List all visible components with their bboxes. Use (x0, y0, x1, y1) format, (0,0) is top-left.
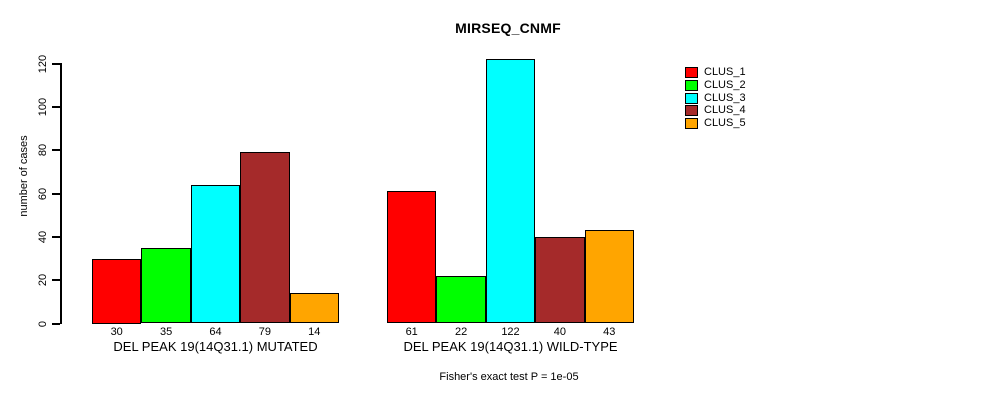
bar-clus_2 (141, 247, 191, 324)
y-tick (52, 149, 60, 152)
bar-clus_4 (535, 236, 585, 324)
legend-entry-label: CLUS_3 (704, 91, 746, 104)
bar-value-label: 43 (603, 326, 616, 338)
y-tick-label: 120 (37, 54, 49, 73)
legend-entry: CLUS_1 (685, 67, 746, 78)
y-axis-line (60, 63, 62, 324)
y-tick (52, 105, 60, 108)
bar-clus_4 (240, 152, 290, 324)
bar-value-label: 61 (405, 326, 418, 338)
x-group-label: DEL PEAK 19(14Q31.1) WILD-TYPE (403, 339, 618, 354)
legend-swatch-icon (685, 118, 698, 130)
bar-clus_5 (289, 293, 339, 324)
legend-entry-label: CLUS_5 (704, 117, 746, 130)
y-tick (52, 192, 60, 195)
bar-value-label: 40 (553, 326, 566, 338)
legend-swatch-icon (685, 67, 698, 78)
bar-value-label: 14 (308, 326, 321, 338)
legend-entry-label: CLUS_1 (704, 66, 746, 78)
y-tick-label: 100 (37, 97, 49, 117)
legend-entry: CLUS_4 (685, 104, 746, 117)
fisher-test-note: Fisher's exact test P = 1e-05 (439, 371, 579, 383)
legend-entry: CLUS_2 (685, 78, 746, 91)
y-tick (52, 235, 60, 238)
y-tick-label: 80 (37, 144, 49, 157)
bar-value-label: 64 (209, 326, 222, 338)
bar-clus_3 (190, 184, 241, 324)
bar-clus_1 (387, 191, 437, 324)
legend: CLUS_1 CLUS_2 CLUS_3 CLUS_4 CLUS_5 (685, 67, 746, 131)
y-tick-label: 40 (37, 230, 49, 243)
legend-entry: CLUS_3 (685, 91, 746, 104)
y-tick-label: 60 (37, 187, 49, 200)
bar-clus_1 (92, 258, 142, 324)
bar-value-label: 79 (258, 326, 271, 338)
bar-value-label: 122 (501, 326, 520, 338)
bar-value-label: 35 (159, 326, 173, 338)
legend-swatch-icon (685, 92, 698, 104)
bar-clus_5 (584, 230, 634, 324)
legend-entry: CLUS_5 (685, 117, 746, 130)
y-tick-label: 0 (37, 320, 49, 327)
y-tick (52, 322, 60, 325)
y-tick (52, 279, 60, 282)
legend-swatch-icon (685, 105, 698, 117)
bar-clus_3 (485, 59, 536, 324)
chart-title: MIRSEQ_CNMF (455, 20, 561, 36)
bar-value-label: 30 (110, 326, 123, 338)
legend-entry-label: CLUS_4 (704, 104, 746, 117)
x-group-label: DEL PEAK 19(14Q31.1) MUTATED (113, 339, 318, 354)
legend-entry-label: CLUS_2 (704, 78, 746, 91)
bar-clus_2 (436, 275, 486, 324)
y-axis-label: number of cases (18, 135, 30, 217)
bar-value-label: 22 (454, 326, 468, 338)
legend-swatch-icon (685, 79, 698, 91)
y-tick-label: 20 (37, 274, 49, 287)
y-tick (52, 62, 60, 65)
